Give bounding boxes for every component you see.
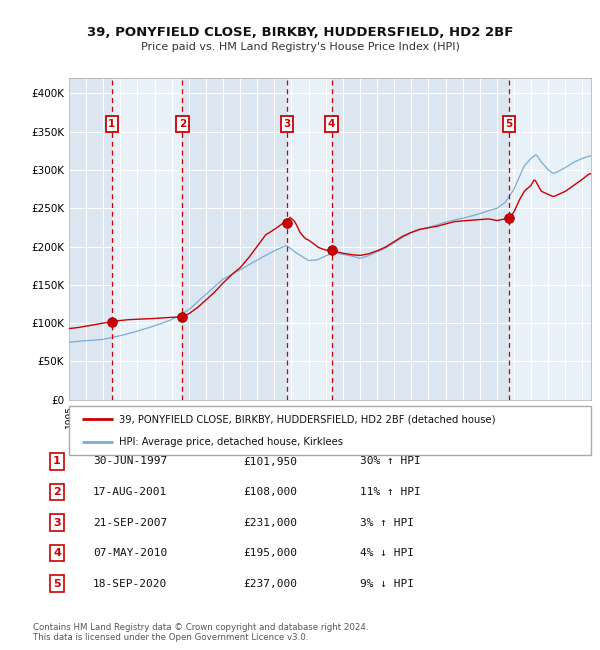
Text: Contains HM Land Registry data © Crown copyright and database right 2024.
This d: Contains HM Land Registry data © Crown c… bbox=[33, 623, 368, 642]
Text: 30% ↑ HPI: 30% ↑ HPI bbox=[360, 456, 421, 467]
Bar bbox=[182, 78, 287, 400]
Text: 17-AUG-2001: 17-AUG-2001 bbox=[93, 487, 167, 497]
Text: 39, PONYFIELD CLOSE, BIRKBY, HUDDERSFIELD, HD2 2BF: 39, PONYFIELD CLOSE, BIRKBY, HUDDERSFIEL… bbox=[87, 26, 513, 39]
Text: 5: 5 bbox=[506, 119, 513, 129]
Text: 4: 4 bbox=[328, 119, 335, 129]
Text: Price paid vs. HM Land Registry's House Price Index (HPI): Price paid vs. HM Land Registry's House … bbox=[140, 42, 460, 53]
Text: £237,000: £237,000 bbox=[243, 578, 297, 589]
Text: 07-MAY-2010: 07-MAY-2010 bbox=[93, 548, 167, 558]
Text: 3% ↑ HPI: 3% ↑ HPI bbox=[360, 517, 414, 528]
Bar bbox=[332, 78, 509, 400]
Text: £108,000: £108,000 bbox=[243, 487, 297, 497]
Text: 11% ↑ HPI: 11% ↑ HPI bbox=[360, 487, 421, 497]
Bar bbox=[509, 78, 591, 400]
Text: 30-JUN-1997: 30-JUN-1997 bbox=[93, 456, 167, 467]
Text: 2: 2 bbox=[53, 487, 61, 497]
Bar bbox=[112, 78, 182, 400]
Text: 1: 1 bbox=[108, 119, 115, 129]
Text: 39, PONYFIELD CLOSE, BIRKBY, HUDDERSFIELD, HD2 2BF (detached house): 39, PONYFIELD CLOSE, BIRKBY, HUDDERSFIEL… bbox=[119, 415, 495, 424]
Text: 18-SEP-2020: 18-SEP-2020 bbox=[93, 578, 167, 589]
Text: 3: 3 bbox=[53, 517, 61, 528]
Text: 21-SEP-2007: 21-SEP-2007 bbox=[93, 517, 167, 528]
Text: 1: 1 bbox=[53, 456, 61, 467]
Text: 3: 3 bbox=[283, 119, 290, 129]
Bar bbox=[69, 78, 112, 400]
Text: 4% ↓ HPI: 4% ↓ HPI bbox=[360, 548, 414, 558]
Text: HPI: Average price, detached house, Kirklees: HPI: Average price, detached house, Kirk… bbox=[119, 437, 343, 447]
FancyBboxPatch shape bbox=[69, 406, 591, 455]
Text: 5: 5 bbox=[53, 578, 61, 589]
Bar bbox=[287, 78, 332, 400]
Text: £231,000: £231,000 bbox=[243, 517, 297, 528]
Text: 2: 2 bbox=[179, 119, 186, 129]
Text: £195,000: £195,000 bbox=[243, 548, 297, 558]
Text: £101,950: £101,950 bbox=[243, 456, 297, 467]
Text: 4: 4 bbox=[53, 548, 61, 558]
Text: 9% ↓ HPI: 9% ↓ HPI bbox=[360, 578, 414, 589]
